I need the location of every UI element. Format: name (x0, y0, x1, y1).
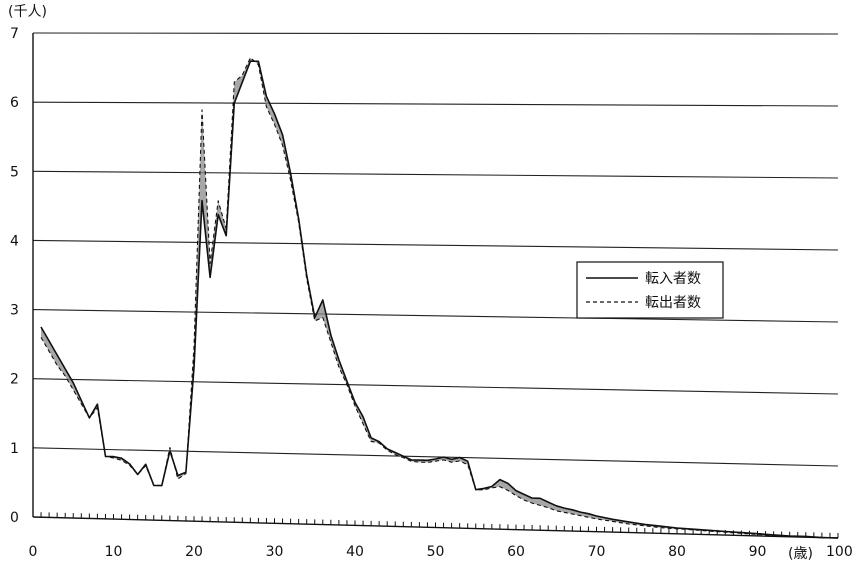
x-tick-label-90: 90 (749, 544, 767, 560)
gridline-y-5 (32, 170, 839, 179)
axes (32, 33, 839, 539)
legend-label-inflow: 転入者数 (645, 271, 701, 287)
y-tick-label-2: 2 (10, 372, 19, 388)
legend-label-outflow: 転出者数 (645, 295, 701, 311)
y-tick-label-7: 7 (10, 26, 19, 42)
x-tick-label-0: 0 (29, 544, 38, 560)
x-tick-label-100: 100 (826, 544, 853, 560)
x-tick-label-60: 60 (507, 544, 525, 560)
x-tick-label-50: 50 (427, 544, 445, 560)
legend-box (576, 261, 724, 319)
legend: 転入者数 転出者数 (576, 261, 724, 319)
y-tick-label-3: 3 (10, 303, 19, 319)
y-axis-unit-label: (千人) (8, 4, 47, 20)
gridlines (32, 32, 839, 467)
y-tick-label-5: 5 (10, 164, 19, 180)
x-tick-label-80: 80 (668, 544, 686, 560)
y-tick-label-0: 0 (10, 510, 19, 526)
x-tick-label-30: 30 (266, 544, 284, 560)
x-tick-label-70: 70 (588, 544, 606, 560)
y-tick-label-6: 6 (10, 95, 19, 111)
gridline-y-7 (32, 32, 839, 35)
x-tick-label-40: 40 (346, 544, 364, 560)
gridline-y-1 (32, 447, 839, 467)
series-lines (40, 57, 839, 539)
x-axis-unit-label: (歳) (788, 546, 813, 562)
y-tick-label-1: 1 (10, 441, 19, 457)
y-tick-label-4: 4 (10, 233, 19, 249)
gridline-y-4 (32, 239, 839, 251)
gridline-y-3 (32, 309, 839, 323)
x-tick-label-20: 20 (185, 544, 203, 560)
x-tick-label-10: 10 (105, 544, 123, 560)
gridline-y-6 (32, 101, 839, 107)
gridline-y-2 (32, 378, 839, 395)
series-line-outflow (40, 57, 839, 539)
